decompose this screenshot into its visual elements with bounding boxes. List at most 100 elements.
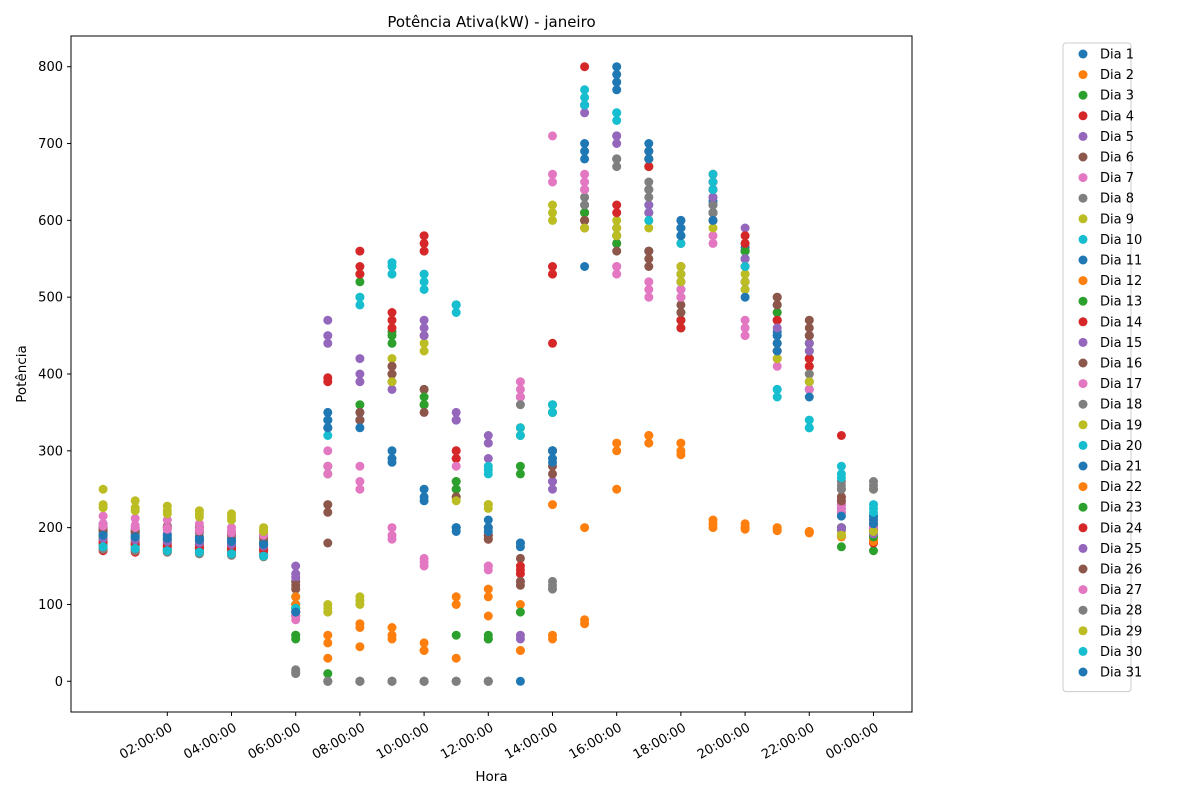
x-axis: 02:00:00 04:00:00 06:00:00 08:00:00 10:00:00…	[117, 712, 881, 763]
data-point	[548, 208, 557, 218]
data-point	[612, 246, 622, 256]
data-point	[740, 269, 750, 279]
data-point	[612, 131, 622, 141]
x-tick-label: 02:00:00	[117, 720, 175, 762]
data-point	[451, 308, 461, 317]
legend-entry: Dia 11	[1100, 254, 1142, 269]
x-tick-label: 18:00:00	[631, 720, 689, 762]
data-point	[740, 231, 750, 241]
data-point	[323, 423, 333, 433]
data-point	[740, 246, 750, 256]
legend-marker	[1078, 317, 1088, 327]
data-point	[259, 527, 269, 536]
data-point	[194, 526, 204, 536]
data-point	[708, 215, 718, 225]
y-tick-label: 500	[38, 291, 63, 306]
series-5	[98, 100, 878, 586]
legend-entry: Dia 27	[1100, 583, 1142, 598]
x-tick-label: 04:00:00	[181, 720, 239, 762]
data-point	[644, 139, 654, 148]
x-tick-label: 10:00:00	[374, 720, 432, 762]
data-point	[740, 238, 750, 248]
data-point	[740, 277, 750, 287]
data-point	[612, 262, 622, 271]
data-point	[644, 277, 654, 287]
data-point	[612, 446, 622, 456]
data-point	[451, 484, 461, 494]
data-point	[355, 415, 365, 425]
data-point	[804, 315, 814, 325]
data-point	[580, 192, 590, 202]
data-point	[869, 484, 878, 494]
data-point	[419, 638, 429, 648]
series-29	[98, 215, 878, 613]
data-point	[548, 477, 557, 486]
data-point	[804, 346, 814, 356]
data-point	[772, 361, 782, 371]
data-point	[419, 238, 429, 248]
data-point	[676, 450, 686, 460]
data-point	[515, 384, 525, 394]
data-point	[644, 162, 654, 172]
data-point	[387, 634, 397, 644]
data-point	[580, 154, 590, 164]
plot-area	[98, 62, 878, 686]
legend-entry: Dia 16	[1100, 357, 1142, 372]
x-tick-label: 08:00:00	[310, 720, 368, 762]
data-point	[515, 431, 525, 440]
data-point	[548, 634, 557, 644]
data-point	[387, 369, 397, 379]
data-point	[676, 323, 686, 333]
y-tick-label: 200	[38, 521, 63, 536]
data-point	[130, 513, 140, 523]
data-point	[644, 285, 654, 294]
data-point	[483, 534, 493, 544]
data-point	[804, 338, 814, 348]
data-point	[804, 528, 814, 538]
data-point	[836, 511, 846, 521]
data-point	[580, 262, 590, 271]
data-point	[644, 208, 654, 218]
data-point	[291, 561, 301, 571]
data-point	[323, 469, 333, 479]
legend-entry: Dia 25	[1100, 542, 1142, 557]
data-point	[869, 527, 878, 536]
data-point	[772, 392, 782, 402]
data-point	[644, 185, 654, 195]
data-point	[612, 108, 622, 118]
legend-entry: Dia 4	[1100, 109, 1134, 124]
data-point	[419, 246, 429, 256]
data-point	[323, 407, 333, 417]
legend-entry: Dia 23	[1100, 501, 1142, 516]
data-point	[419, 646, 429, 655]
data-point	[387, 269, 397, 279]
data-point	[548, 269, 557, 279]
legend-entry: Dia 28	[1100, 604, 1142, 619]
data-point	[708, 238, 718, 248]
legend-entry: Dia 2	[1100, 68, 1134, 83]
data-point	[740, 292, 750, 302]
data-point	[676, 300, 686, 310]
data-point	[483, 565, 493, 575]
data-point	[451, 592, 461, 602]
data-point	[580, 85, 590, 95]
data-point	[98, 511, 108, 521]
data-point	[548, 580, 557, 590]
legend-marker	[1078, 605, 1088, 615]
data-point	[162, 533, 172, 543]
legend-marker	[1078, 70, 1088, 80]
legend-marker	[1078, 379, 1088, 389]
data-point	[772, 323, 782, 333]
legend-entry: Dia 19	[1100, 418, 1142, 433]
data-point	[291, 573, 301, 583]
legend-entry: Dia 20	[1100, 439, 1142, 454]
data-point	[355, 477, 365, 486]
data-point	[612, 154, 622, 164]
data-point	[451, 477, 461, 486]
legend-entry: Dia 21	[1100, 460, 1142, 475]
data-point	[323, 603, 333, 613]
data-point	[387, 523, 397, 533]
data-point	[419, 484, 429, 494]
data-point	[772, 292, 782, 302]
legend-marker	[1078, 399, 1088, 409]
